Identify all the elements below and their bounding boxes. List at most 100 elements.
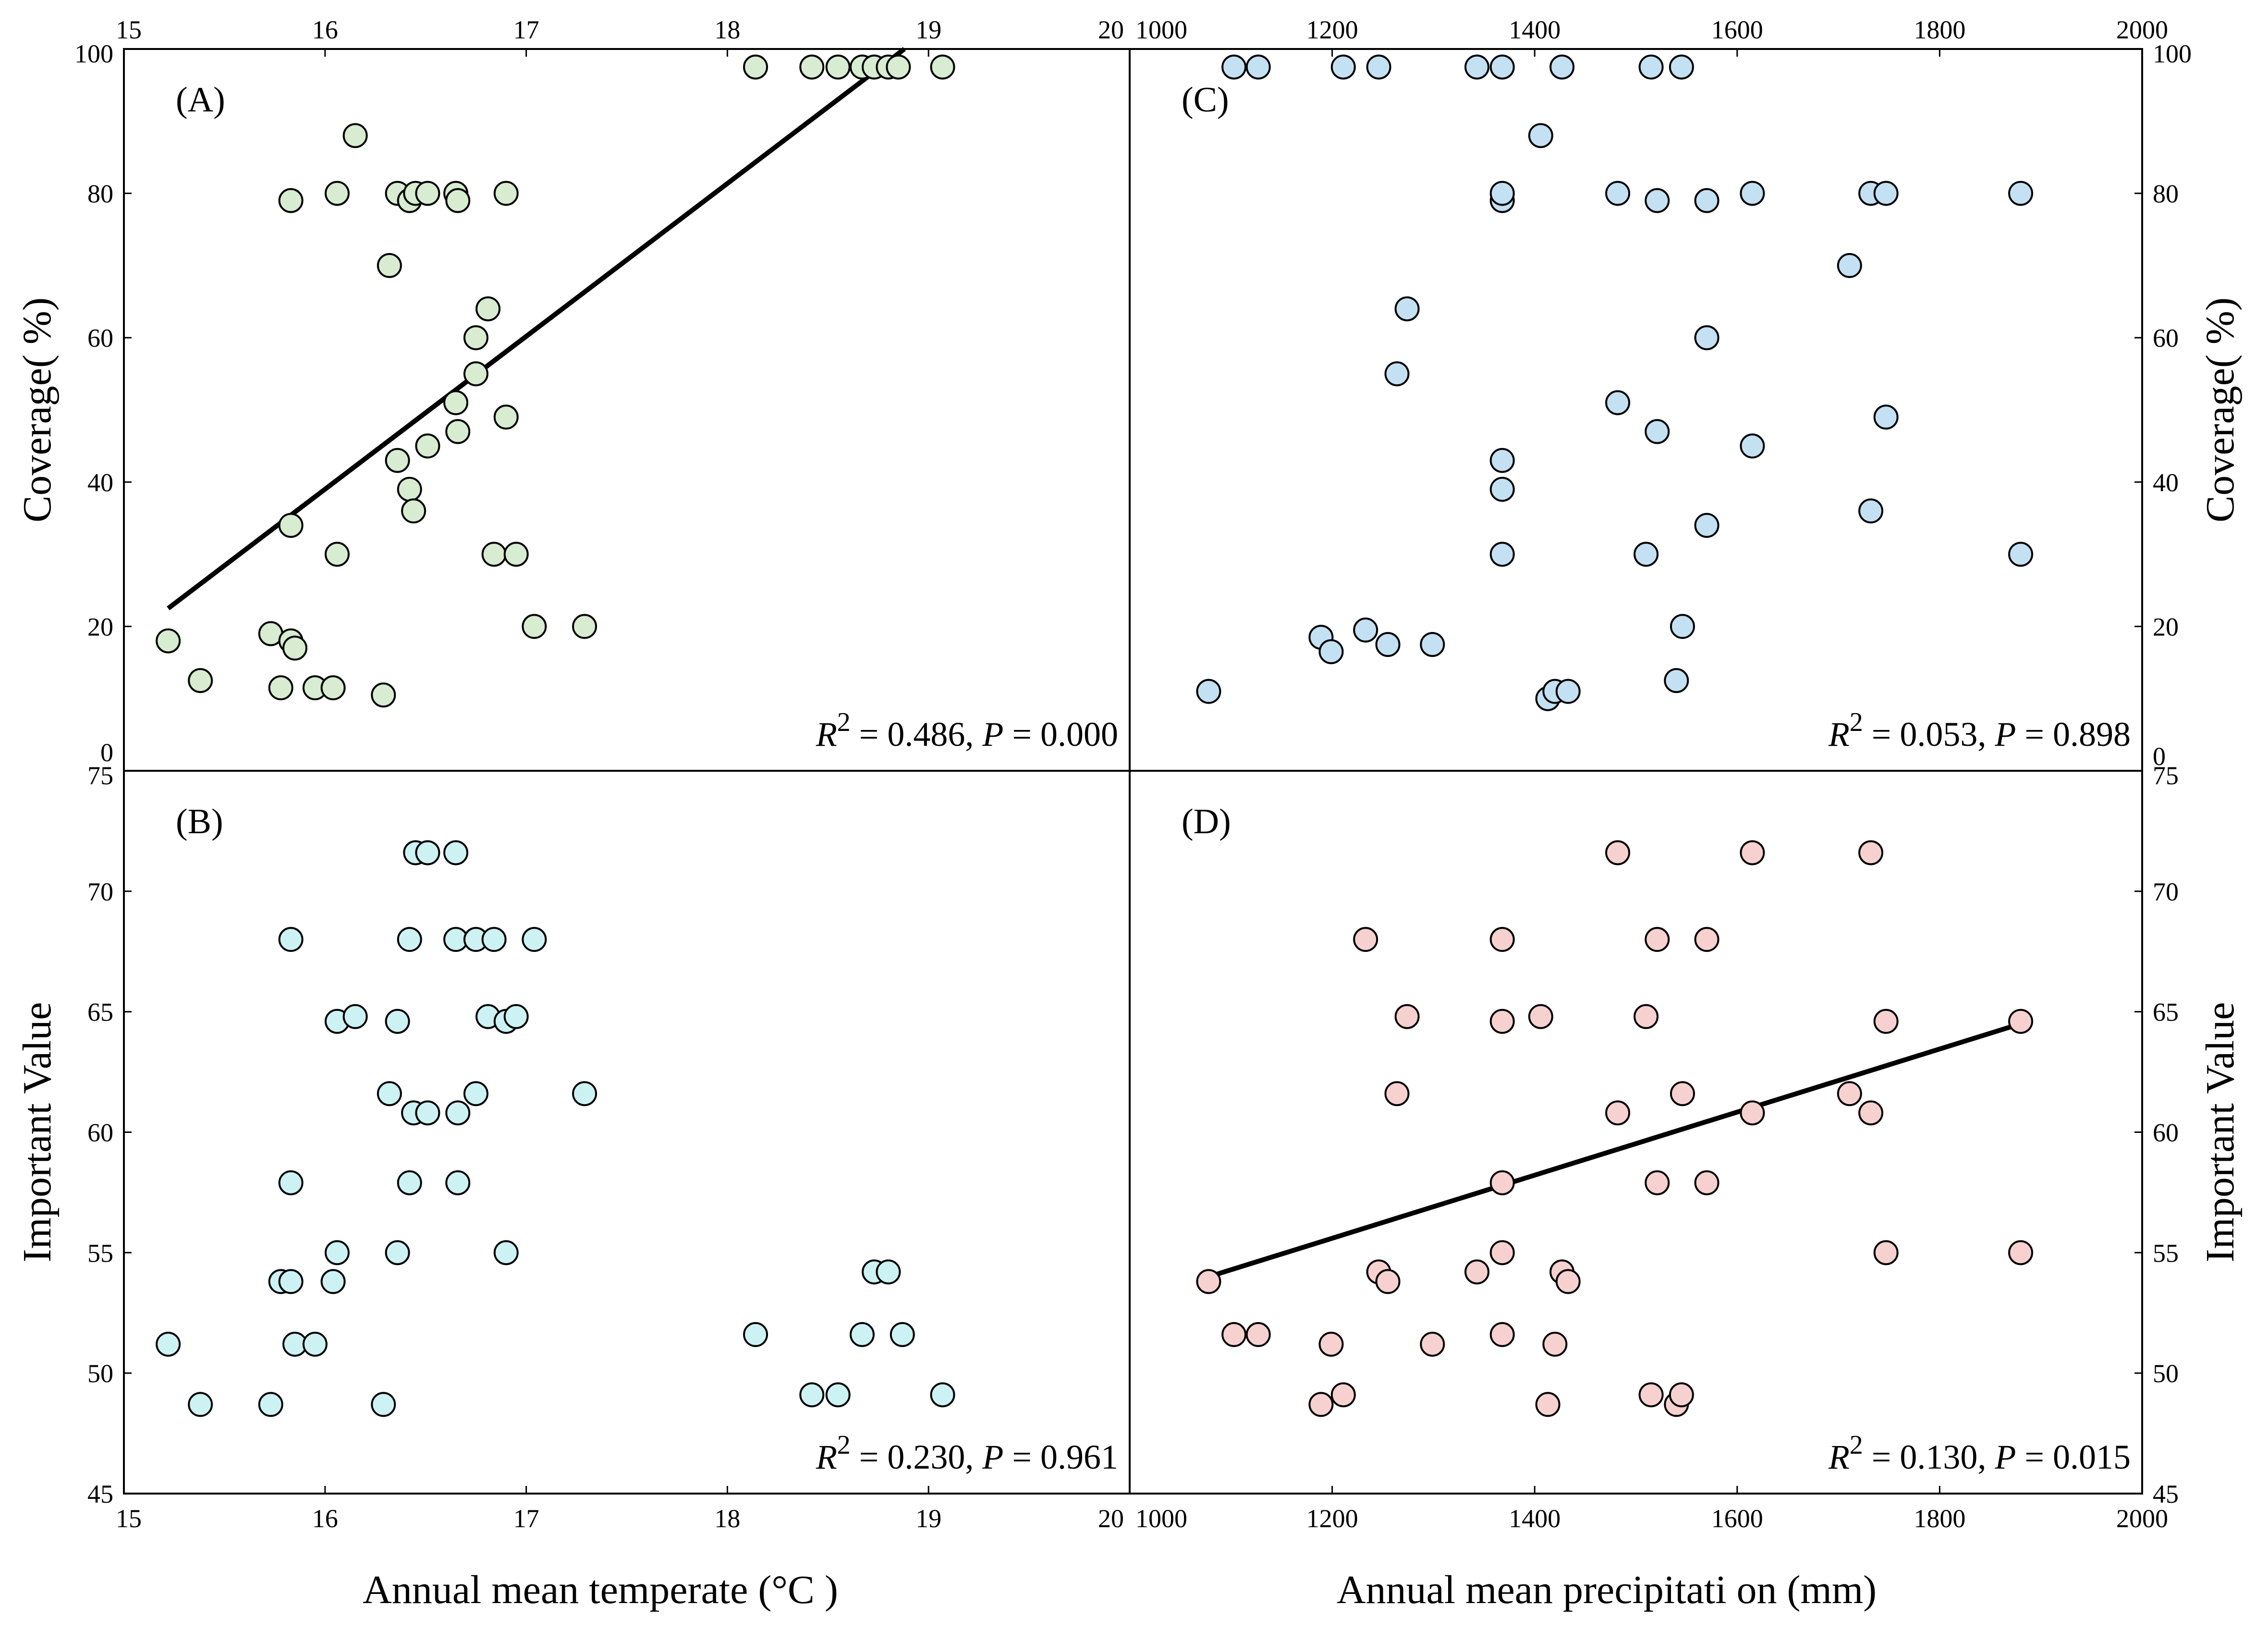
data-point [1330, 1382, 1356, 1408]
data-point [1605, 840, 1631, 865]
data-point [1366, 54, 1391, 80]
data-point [1489, 1170, 1515, 1195]
y-tick-label: 55 [2153, 1239, 2179, 1267]
data-point [1669, 54, 1694, 80]
data-point [1740, 181, 1765, 206]
data-point [463, 361, 488, 387]
y-axis-title: Coverage( %) [2198, 297, 2243, 523]
r2-superscript: 2 [837, 707, 851, 737]
data-point [188, 668, 213, 693]
r2-superscript: 2 [1850, 1430, 1863, 1460]
data-point [503, 1004, 529, 1029]
data-point [342, 1004, 368, 1029]
data-point [1555, 679, 1581, 704]
data-point [278, 512, 304, 538]
y-tick-label: 50 [2153, 1359, 2179, 1388]
x-tick-label: 19 [915, 1504, 941, 1533]
data-point [443, 390, 469, 415]
data-point [1489, 1240, 1515, 1265]
data-point [188, 1392, 213, 1417]
x-tick-label: 16 [312, 1504, 338, 1533]
data-point [1837, 1081, 1862, 1106]
data-point [493, 1240, 519, 1265]
x-tick-label: 15 [116, 15, 142, 44]
data-point [1694, 325, 1719, 351]
data-point [278, 1269, 304, 1294]
data-point [930, 54, 955, 80]
y-tick-label: 80 [2153, 180, 2179, 208]
data-point [445, 1100, 471, 1126]
data-point [377, 1081, 402, 1106]
data-point [258, 1392, 283, 1417]
data-point [1740, 840, 1765, 865]
data-point [522, 614, 547, 639]
p-symbol: P [982, 1438, 1003, 1476]
data-point [282, 635, 307, 661]
y-tick-label: 55 [87, 1239, 113, 1267]
data-point [1873, 404, 1899, 430]
x-tick-label: 1800 [1914, 1504, 1965, 1533]
data-point [278, 188, 304, 213]
data-point [1489, 1322, 1515, 1347]
data-point [886, 54, 911, 80]
data-point [1837, 253, 1862, 278]
data-point [1873, 181, 1899, 206]
data-point [825, 1382, 851, 1408]
data-point [278, 927, 304, 952]
data-point [1394, 296, 1420, 322]
data-point [463, 325, 488, 351]
data-point [476, 296, 501, 322]
data-point [1873, 1240, 1899, 1265]
data-point [1605, 390, 1631, 415]
data-point [1489, 54, 1515, 80]
x-tick-label: 1000 [1135, 15, 1187, 44]
y-tick-label: 60 [2153, 1118, 2179, 1147]
data-point [1694, 927, 1719, 952]
y-tick-label: 0 [100, 738, 113, 767]
y-tick-label: 40 [87, 468, 113, 497]
data-point [1528, 123, 1553, 148]
x-tick-label: 1400 [1509, 1504, 1561, 1533]
y-tick-label: 75 [2153, 761, 2179, 790]
y-tick-label: 50 [87, 1359, 113, 1388]
data-point [445, 188, 471, 213]
data-point [1605, 1100, 1631, 1126]
data-point [1670, 1081, 1695, 1106]
data-point [1318, 1331, 1344, 1357]
x-axis-title-temperature: Annual mean temperate (°C ) [363, 1568, 838, 1612]
data-point [397, 1170, 422, 1195]
data-point [1694, 1170, 1719, 1195]
data-point [572, 1081, 597, 1106]
data-point [1318, 639, 1344, 665]
data-point [2008, 181, 2034, 206]
x-tick-label: 15 [116, 1504, 142, 1533]
r2-value: = 0.053, [1863, 715, 1995, 754]
data-point [825, 54, 851, 80]
data-point [320, 1269, 346, 1294]
data-point [156, 628, 181, 654]
data-point [324, 542, 350, 567]
p-value: = 0.000 [1003, 715, 1118, 754]
x-tick-label: 1200 [1306, 15, 1358, 44]
data-point [1535, 1392, 1561, 1417]
data-point [443, 840, 469, 865]
x-tick-label: 2000 [2116, 1504, 2168, 1533]
x-tick-label: 18 [714, 1504, 740, 1533]
data-point [1489, 448, 1515, 473]
data-point [1740, 1100, 1765, 1126]
y-axis-title: Important Value [2198, 1002, 2243, 1263]
data-point [401, 498, 427, 523]
data-point [415, 1100, 440, 1126]
data-point [1353, 617, 1378, 643]
data-point [1330, 54, 1356, 80]
y-tick-label: 60 [87, 1118, 113, 1147]
x-tick-label: 17 [513, 1504, 539, 1533]
data-point [415, 433, 440, 459]
data-point [1645, 927, 1670, 952]
x-tick-label: 1200 [1306, 1504, 1358, 1533]
data-point [1375, 1269, 1401, 1294]
y-tick-label: 20 [87, 612, 113, 641]
r2-symbol: R [1828, 715, 1850, 754]
data-point [1549, 54, 1575, 80]
